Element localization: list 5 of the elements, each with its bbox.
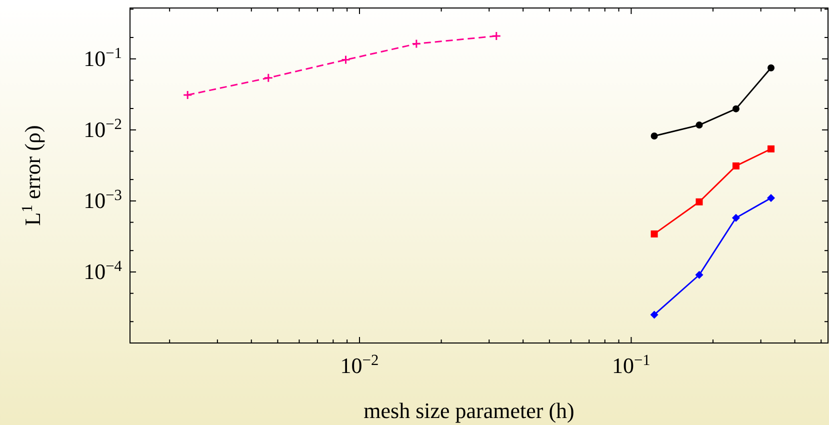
y-tick-label: 10$^{−4}$ — [84, 257, 122, 284]
y-tick-label: 10$^{−2}$ — [84, 115, 122, 142]
y-tick-label: 10$^{−3}$ — [84, 186, 122, 213]
y-tick-label: 10$^{−1}$ — [84, 44, 122, 71]
x-axis-title: mesh size parameter (h) — [364, 398, 574, 423]
